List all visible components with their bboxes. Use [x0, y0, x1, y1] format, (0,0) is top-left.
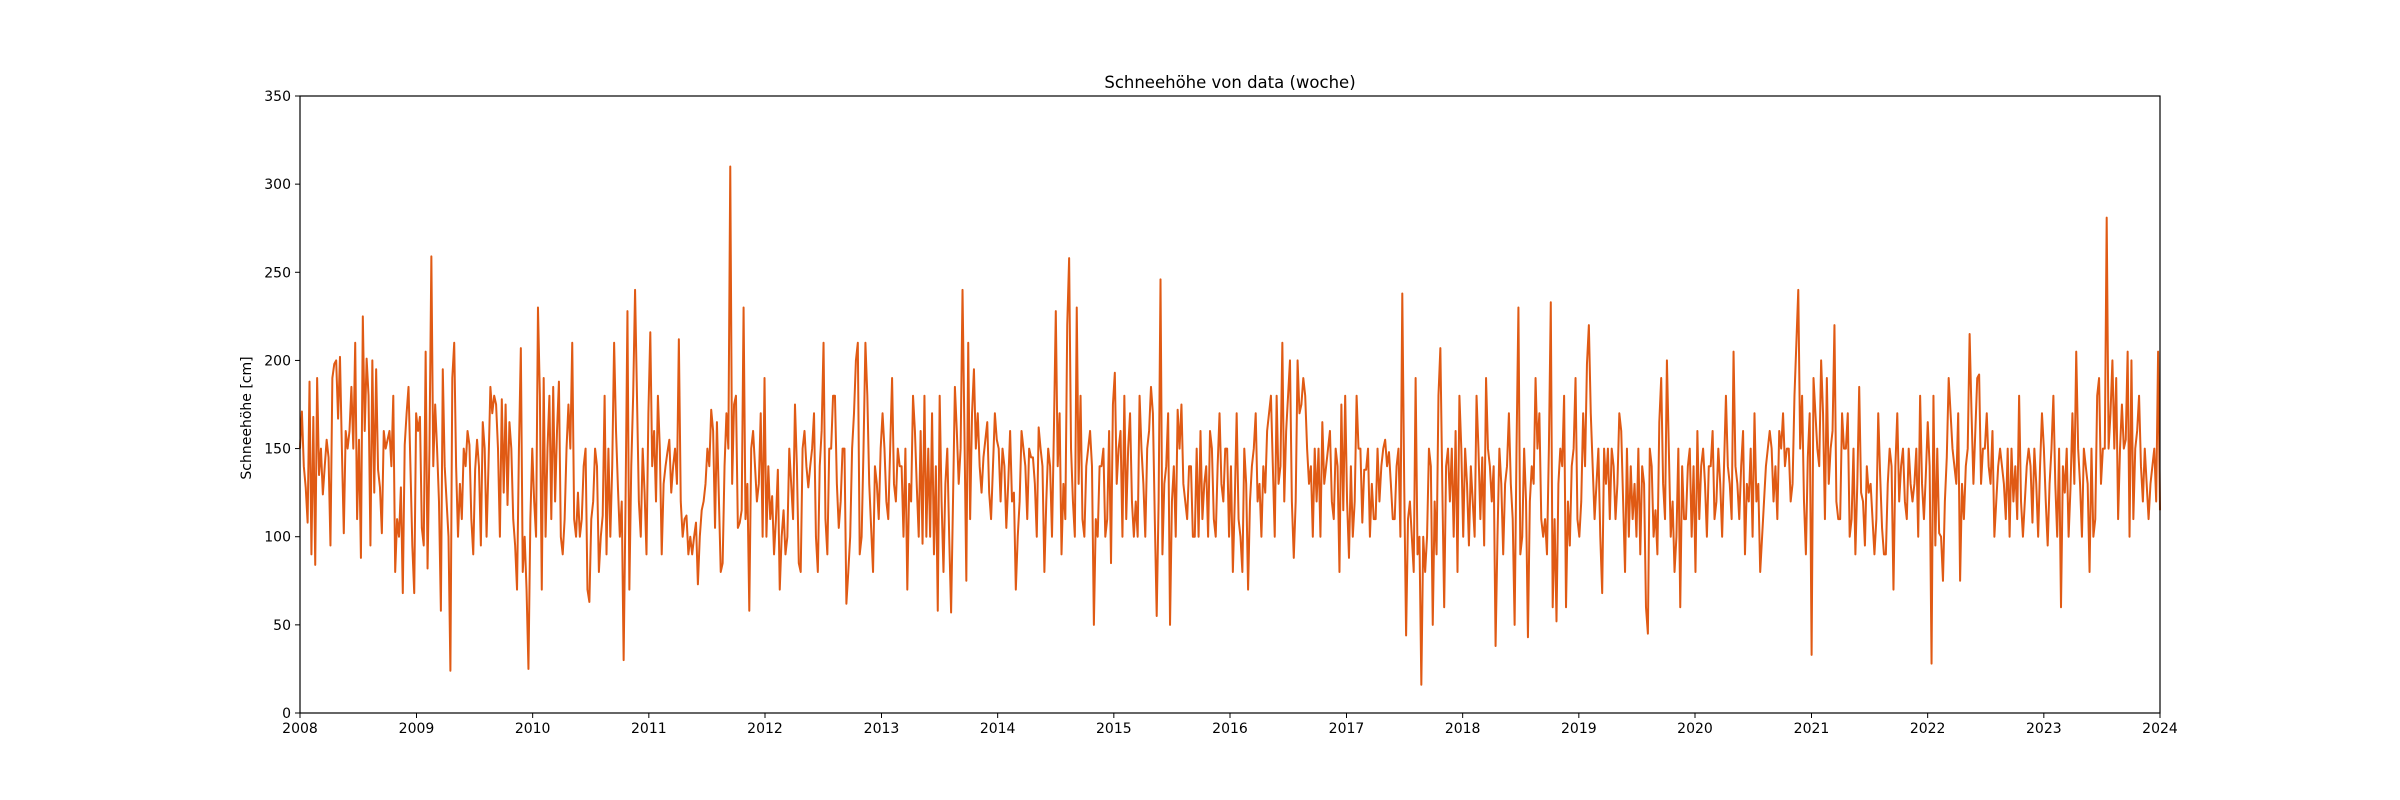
x-tick-label-2017: 2017 — [1329, 721, 1365, 737]
axis-tick-labels: 2008 2009 2010 2011 2012 2013 2014 2015 2016 2017… — [264, 89, 2178, 737]
y-tick-label-350: 350 — [264, 89, 291, 105]
y-tick-label-150: 150 — [264, 442, 291, 458]
y-tick-label-250: 250 — [264, 265, 291, 281]
x-tick-label-2021: 2021 — [1794, 721, 1830, 737]
x-tick-label-2016: 2016 — [1212, 721, 1248, 737]
y-axis-label: Schneehöhe [cm] — [239, 356, 255, 479]
x-tick-label-2022: 2022 — [1910, 721, 1946, 737]
x-tick-label-2015: 2015 — [1096, 721, 1132, 737]
x-tick-label-2014: 2014 — [980, 721, 1016, 737]
x-tick-label-2013: 2013 — [864, 721, 900, 737]
x-tick-label-2008: 2008 — [282, 721, 318, 737]
y-tick-label-200: 200 — [264, 353, 291, 369]
plot-frame — [299, 95, 2161, 714]
chart-title: Schneehöhe von data (woche) — [1104, 73, 1355, 92]
series-line — [299, 165, 2161, 686]
y-tick-label-0: 0 — [282, 706, 291, 722]
series-layer — [299, 165, 2161, 686]
axis-ticks — [295, 95, 2161, 718]
x-tick-label-2024: 2024 — [2142, 721, 2178, 737]
x-tick-label-2011: 2011 — [631, 721, 667, 737]
y-tick-label-300: 300 — [264, 177, 291, 193]
y-tick-label-100: 100 — [264, 530, 291, 546]
x-tick-label-2018: 2018 — [1445, 721, 1481, 737]
x-tick-label-2023: 2023 — [2026, 721, 2062, 737]
x-tick-label-2012: 2012 — [747, 721, 783, 737]
y-tick-label-50: 50 — [273, 618, 291, 634]
x-tick-label-2020: 2020 — [1677, 721, 1713, 737]
series-0 — [299, 165, 2161, 686]
x-tick-label-2009: 2009 — [399, 721, 435, 737]
x-tick-label-2019: 2019 — [1561, 721, 1597, 737]
x-tick-label-2010: 2010 — [515, 721, 551, 737]
